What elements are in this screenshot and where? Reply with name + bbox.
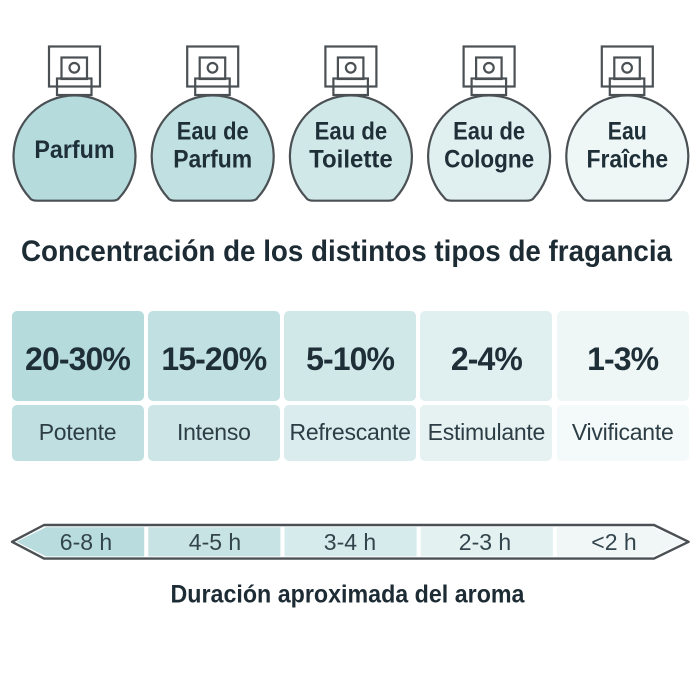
svg-text:Eau de: Eau de (177, 118, 249, 146)
svg-text:4-5 h: 4-5 h (189, 529, 241, 555)
svg-text:Parfum: Parfum (34, 136, 114, 164)
svg-text:Duración aproximada del aroma: Duración aproximada del aroma (171, 581, 526, 609)
svg-text:Fraîche: Fraîche (586, 146, 668, 174)
svg-text:Concentración de los distintos: Concentración de los distintos tipos de … (21, 235, 672, 268)
svg-text:3-4 h: 3-4 h (324, 529, 376, 555)
svg-text:Eau de: Eau de (315, 118, 388, 146)
svg-text:<2 h: <2 h (591, 529, 636, 555)
svg-text:Parfum: Parfum (173, 146, 252, 174)
svg-text:2-3 h: 2-3 h (459, 529, 511, 555)
svg-text:6-8 h: 6-8 h (60, 529, 112, 555)
svg-text:Eau de: Eau de (453, 118, 525, 146)
svg-text:Toilette: Toilette (309, 146, 393, 174)
svg-text:Cologne: Cologne (444, 146, 534, 174)
svg-text:Eau: Eau (608, 118, 647, 146)
